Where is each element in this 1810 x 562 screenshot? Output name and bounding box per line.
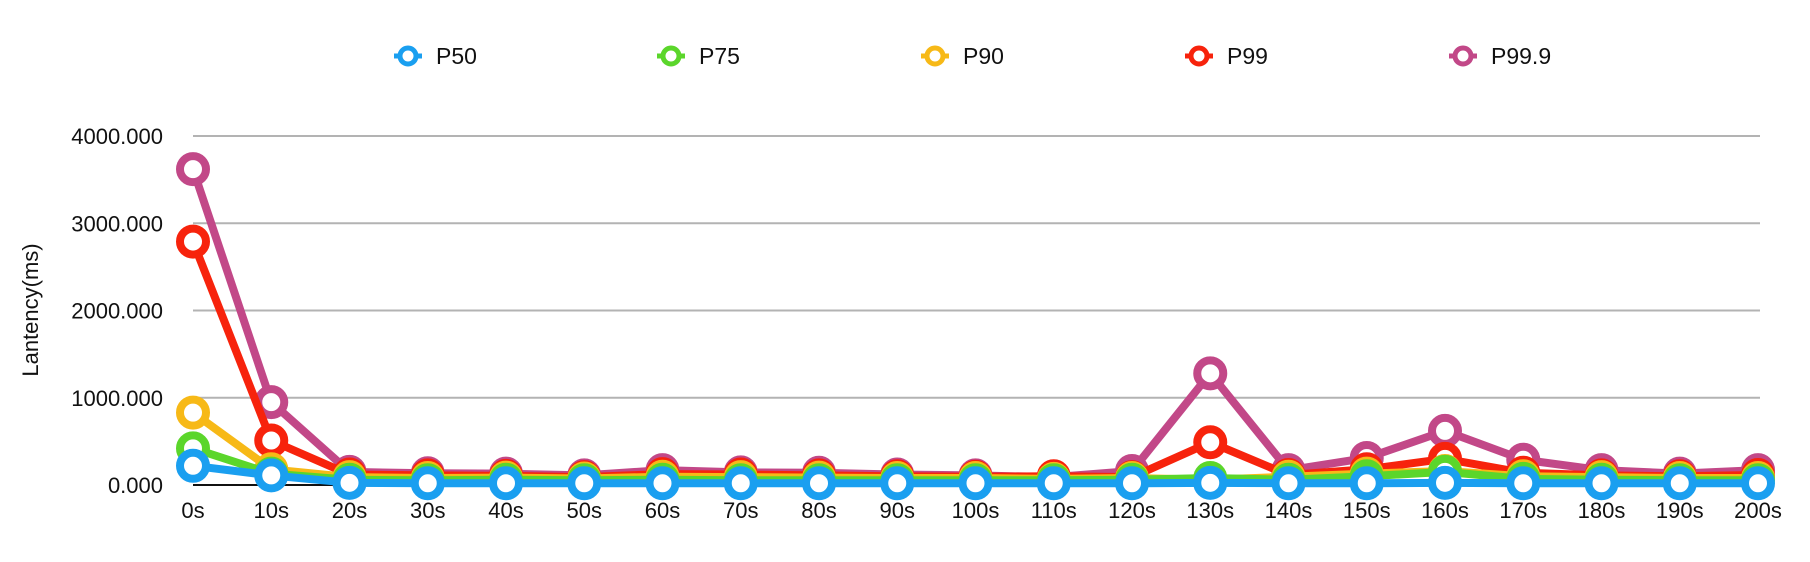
data-point-p50[interactable]: [1584, 466, 1619, 501]
legend[interactable]: P50 P75 P90 P99 P99.9: [394, 43, 1551, 69]
legend-item-p99[interactable]: P99: [1185, 43, 1268, 69]
data-point-p90[interactable]: [176, 395, 210, 430]
series-line-p99: [189, 237, 1762, 482]
data-point-p99[interactable]: [1193, 425, 1228, 460]
x-tick-label: 60s: [645, 498, 680, 523]
x-tick-label: 30s: [410, 498, 445, 523]
x-tick-label: 190s: [1656, 498, 1704, 523]
data-point-p50[interactable]: [1193, 465, 1228, 500]
x-tick-label: 100s: [952, 498, 1000, 523]
y-axis-title: Lantency(ms): [18, 243, 43, 376]
data-point-p50[interactable]: [410, 466, 445, 501]
x-axis-ticks: 0s 10s 20s 30s 40s 50s 60s 70s 80s 90s 100s 110s 120…: [181, 498, 1781, 523]
data-point-p50[interactable]: [254, 458, 289, 493]
x-tick-label: 120s: [1108, 498, 1156, 523]
x-tick-label: 20s: [332, 498, 367, 523]
y-tick-label: 1000.000: [71, 386, 163, 411]
data-point-p50[interactable]: [1036, 466, 1071, 501]
data-point-p99-9[interactable]: [176, 152, 210, 187]
data-point-p50[interactable]: [645, 466, 680, 501]
data-point-p50[interactable]: [489, 466, 523, 501]
x-tick-label: 40s: [488, 498, 523, 523]
x-tick-label: 10s: [254, 498, 289, 523]
data-point-p50[interactable]: [332, 465, 367, 500]
series-lines: [176, 152, 1775, 501]
legend-item-p75[interactable]: P75: [657, 43, 740, 69]
legend-marker-p75: [660, 45, 682, 67]
legend-marker-p99-9: [1452, 45, 1474, 67]
data-point-p50[interactable]: [1349, 466, 1384, 501]
x-tick-label: 180s: [1578, 498, 1626, 523]
data-point-p99-9[interactable]: [1428, 413, 1462, 448]
legend-item-p50[interactable]: P50: [394, 43, 477, 69]
data-point-p50[interactable]: [880, 466, 915, 501]
data-point-p50[interactable]: [958, 466, 993, 501]
legend-label-p99-9: P99.9: [1491, 43, 1551, 69]
data-point-p99[interactable]: [254, 423, 289, 458]
x-tick-label: 170s: [1499, 498, 1547, 523]
data-point-p99-9[interactable]: [1193, 356, 1228, 391]
data-point-p50[interactable]: [1271, 466, 1306, 501]
y-tick-label: 2000.000: [71, 299, 163, 324]
x-tick-label: 150s: [1343, 498, 1391, 523]
data-point-p50[interactable]: [176, 448, 210, 483]
legend-marker-p50: [397, 45, 419, 67]
legend-label-p75: P75: [699, 43, 740, 69]
x-tick-label: 200s: [1734, 498, 1782, 523]
data-point-p50[interactable]: [1428, 465, 1462, 500]
x-tick-label: 80s: [801, 498, 836, 523]
legend-marker-p99: [1188, 45, 1210, 67]
data-point-p50[interactable]: [802, 466, 836, 501]
data-point-p50[interactable]: [1741, 466, 1775, 501]
x-tick-label: 0s: [181, 498, 204, 523]
legend-item-p99-9[interactable]: P99.9: [1449, 43, 1551, 69]
y-axis-ticks: 0.000 1000.000 2000.000 3000.000 4000.000: [71, 124, 163, 498]
series-line-p99-9: [189, 165, 1762, 482]
x-tick-label: 50s: [567, 498, 602, 523]
grid-lines: [193, 135, 1760, 399]
data-point-p50[interactable]: [1506, 466, 1541, 501]
data-point-p50[interactable]: [1662, 466, 1697, 501]
x-tick-label: 70s: [723, 498, 758, 523]
legend-label-p90: P90: [963, 43, 1004, 69]
data-point-p50[interactable]: [723, 466, 758, 501]
x-tick-label: 130s: [1186, 498, 1234, 523]
legend-marker-p90: [924, 45, 946, 67]
data-point-p50[interactable]: [1115, 466, 1149, 501]
series-p99-9: [176, 152, 1775, 495]
legend-label-p50: P50: [436, 43, 477, 69]
y-tick-label: 4000.000: [71, 124, 163, 149]
x-tick-label: 90s: [880, 498, 915, 523]
x-tick-label: 160s: [1421, 498, 1469, 523]
y-tick-label: 3000.000: [71, 211, 163, 236]
data-point-p99[interactable]: [176, 224, 210, 259]
data-point-p50[interactable]: [567, 466, 602, 501]
y-tick-label: 0.000: [108, 473, 163, 498]
legend-label-p99: P99: [1227, 43, 1268, 69]
x-tick-label: 110s: [1031, 498, 1077, 523]
series-p50: [176, 448, 1775, 501]
x-tick-label: 140s: [1265, 498, 1313, 523]
legend-item-p90[interactable]: P90: [921, 43, 1004, 69]
